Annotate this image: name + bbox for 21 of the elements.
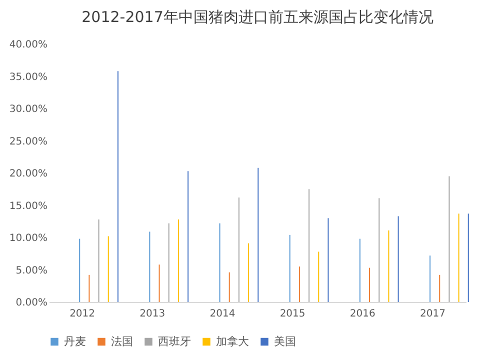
- x-tick-label: 2013: [140, 308, 166, 320]
- x-tick-label: 2016: [350, 308, 376, 320]
- legend-label: 丹麦: [64, 334, 86, 348]
- legend-label: 美国: [274, 334, 296, 348]
- x-tick-label: 2012: [70, 308, 96, 320]
- chart-title: 2012-2017年中国猪肉进口前五来源国占比变化情况: [82, 8, 434, 26]
- y-tick-label: 10.00%: [9, 233, 48, 244]
- legend-label: 法国: [111, 334, 133, 348]
- y-tick-label: 25.00%: [9, 136, 48, 148]
- x-tick-label: 2015: [280, 308, 306, 320]
- legend-label: 西班牙: [158, 334, 191, 348]
- y-tick-label: 30.00%: [9, 104, 48, 115]
- legend-label: 加拿大: [216, 334, 249, 348]
- y-tick-label: 0.00%: [16, 298, 48, 308]
- x-tick-label: 2014: [210, 308, 236, 320]
- y-tick-label: 40.00%: [9, 40, 48, 50]
- y-tick-label: 15.00%: [9, 200, 48, 212]
- y-tick-label: 5.00%: [16, 265, 48, 276]
- y-tick-label: 35.00%: [9, 72, 48, 83]
- y-tick-label: 20.00%: [9, 168, 48, 180]
- x-tick-label: 2017: [420, 308, 446, 320]
